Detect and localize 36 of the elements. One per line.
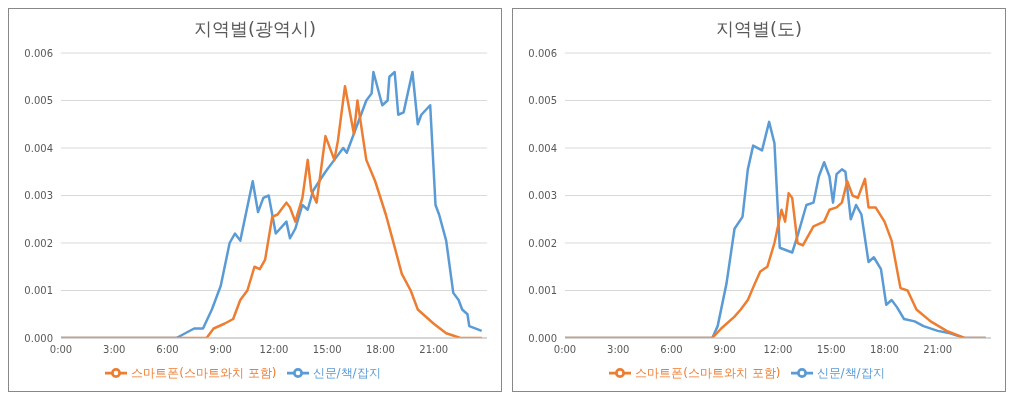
y-tick-label: 0.003 (24, 190, 53, 202)
x-tick-label: 15:00 (312, 344, 342, 356)
x-tick-label: 21:00 (419, 344, 449, 356)
x-tick-label: 18:00 (870, 344, 899, 356)
x-tick-label: 3:00 (103, 344, 126, 356)
x-tick-label: 9:00 (209, 344, 232, 356)
legend-label: 스마트폰(스마트와치 포함) (131, 365, 277, 380)
y-tick-label: 0.006 (528, 47, 557, 59)
x-tick-label: 18:00 (366, 344, 395, 356)
legend-label: 신문/책/잡지 (312, 365, 381, 380)
y-tick-label: 0.000 (528, 332, 557, 344)
legend-label: 스마트폰(스마트와치 포함) (635, 365, 781, 380)
y-tick-label: 0.002 (24, 237, 53, 249)
x-tick-label: 12:00 (259, 344, 289, 356)
x-tick-label: 12:00 (763, 344, 793, 356)
y-tick-label: 0.003 (528, 190, 557, 202)
chart-title: 지역별(광역시) (192, 17, 317, 41)
legend-label: 신문/책/잡지 (816, 365, 885, 380)
y-tick-label: 0.004 (528, 142, 557, 154)
chart-title: 지역별(도) (714, 17, 803, 41)
x-tick-label: 21:00 (923, 344, 953, 356)
y-tick-label: 0.005 (24, 95, 53, 107)
y-tick-label: 0.001 (528, 285, 557, 297)
y-tick-label: 0.002 (528, 237, 557, 249)
x-tick-label: 9:00 (713, 344, 736, 356)
x-tick-label: 3:00 (607, 344, 630, 356)
y-tick-label: 0.004 (24, 142, 53, 154)
x-tick-label: 6:00 (156, 344, 179, 356)
y-tick-label: 0.006 (24, 47, 53, 59)
y-tick-label: 0.001 (24, 285, 53, 297)
y-tick-label: 0.000 (24, 332, 53, 344)
y-tick-label: 0.005 (528, 95, 557, 107)
x-tick-label: 0:00 (553, 344, 577, 356)
x-tick-label: 0:00 (49, 344, 73, 356)
x-tick-label: 15:00 (816, 344, 846, 356)
x-tick-label: 6:00 (660, 344, 683, 356)
